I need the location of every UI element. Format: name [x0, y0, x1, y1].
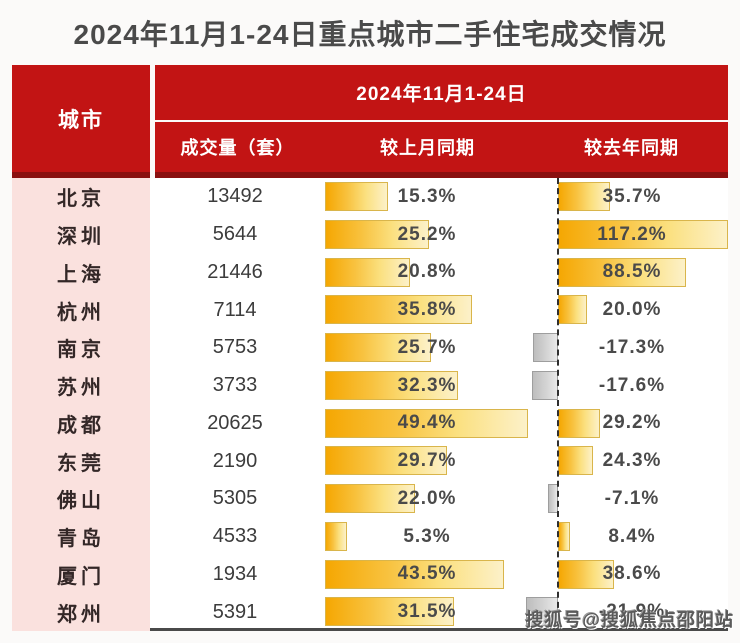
mom-percent-label: 32.3%	[397, 374, 457, 396]
city-cell: 上海	[12, 253, 150, 292]
yoy-bar	[558, 559, 614, 589]
mom-percent-label: 31.5%	[397, 601, 457, 623]
table-row: 佛山 5305 22.0% -7.1%	[12, 480, 728, 518]
table-row: 杭州 7114 35.8% 20.0%	[12, 291, 728, 329]
period-header: 2024年11月1-24日	[155, 65, 728, 120]
table-header: 城市 2024年11月1-24日 成交量（套） 较上月同期 较去年同期	[12, 65, 728, 178]
mom-bar	[325, 521, 347, 551]
mom-percent-label: 25.7%	[397, 336, 457, 358]
mom-bar	[325, 257, 411, 287]
mom-bar	[325, 333, 431, 362]
mom-percent-label: 49.4%	[397, 412, 457, 434]
column-header-mom: 较上月同期	[380, 138, 475, 158]
mom-bar	[325, 597, 455, 627]
column-header-city: 城市	[12, 65, 150, 178]
volume-cell: 1934	[212, 562, 258, 585]
volume-cell: 5391	[212, 600, 258, 623]
table-row: 郑州 5391 31.5% -21.9%	[12, 593, 728, 631]
table-row: 北京 13492 15.3% 35.7%	[12, 178, 728, 216]
mom-bar	[325, 446, 448, 476]
table-row: 深圳 5644 25.2% 117.2%	[12, 215, 728, 254]
volume-cell: 21446	[207, 260, 263, 283]
yoy-percent-label: 38.6%	[602, 563, 662, 585]
table-row: 成都 20625 49.4% 29.2%	[12, 404, 728, 443]
volume-cell: 5753	[212, 336, 258, 359]
table-row: 厦门 1934 43.5% 38.6%	[12, 555, 728, 594]
yoy-bar	[558, 408, 601, 438]
volume-cell: 7114	[213, 298, 257, 321]
city-cell: 郑州	[12, 593, 150, 631]
yoy-percent-label: 8.4%	[608, 525, 656, 547]
watermark: 搜狐号@搜狐焦点邵阳站	[525, 610, 734, 630]
city-cell: 杭州	[12, 291, 150, 329]
yoy-percent-label: -7.1%	[604, 487, 660, 509]
yoy-percent-label: 35.7%	[602, 185, 662, 207]
city-cell: 佛山	[12, 480, 150, 518]
sub-header-row: 成交量（套） 较上月同期 较去年同期	[155, 122, 728, 178]
mom-bar	[325, 182, 388, 211]
mom-percent-label: 43.5%	[397, 563, 457, 585]
yoy-percent-label: -21.9%	[598, 601, 666, 623]
yoy-bar	[558, 219, 728, 249]
volume-cell: 13492	[207, 185, 263, 208]
yoy-percent-label: 24.3%	[602, 450, 662, 472]
page-title: 2024年11月1-24日重点城市二手住宅成交情况	[73, 19, 667, 50]
mom-percent-label: 5.3%	[403, 525, 451, 547]
city-cell: 北京	[12, 178, 150, 216]
yoy-percent-label: 20.0%	[602, 299, 662, 321]
table-row: 青岛 4533 5.3% 8.4%	[12, 517, 728, 556]
yoy-bar	[526, 597, 558, 627]
volume-cell: 5644	[212, 223, 258, 246]
yoy-percent-label: 29.2%	[602, 412, 662, 434]
mom-percent-label: 20.8%	[397, 261, 457, 283]
volume-cell: 5305	[212, 487, 258, 510]
city-cell: 南京	[12, 329, 150, 367]
city-cell: 苏州	[12, 366, 150, 405]
city-cell: 青岛	[12, 517, 150, 556]
mom-percent-label: 25.2%	[397, 223, 457, 245]
yoy-bar	[532, 370, 558, 400]
city-cell: 深圳	[12, 215, 150, 254]
yoy-bar	[532, 333, 558, 362]
volume-cell: 20625	[207, 411, 263, 434]
header-right-block: 2024年11月1-24日 成交量（套） 较上月同期 较去年同期	[155, 65, 728, 178]
volume-cell: 3733	[212, 374, 258, 397]
mom-bar	[325, 559, 504, 589]
mom-percent-label: 15.3%	[397, 185, 457, 207]
mom-bar	[325, 484, 416, 513]
yoy-bar	[558, 295, 587, 325]
table-body: 北京 13492 15.3% 35.7% 深圳 5644 25.2% 117.2…	[12, 178, 728, 631]
table-row: 东莞 2190 29.7% 24.3%	[12, 442, 728, 480]
yoy-percent-label: -17.3%	[598, 336, 666, 358]
column-header-volume: 成交量（套）	[180, 138, 295, 158]
city-cell: 厦门	[12, 555, 150, 594]
mom-bar	[325, 219, 429, 249]
city-cell: 成都	[12, 404, 150, 443]
table-row: 上海 21446 20.8% 88.5%	[12, 253, 728, 292]
yoy-zero-axis-line	[557, 178, 559, 628]
column-header-yoy: 较去年同期	[584, 138, 679, 158]
yoy-percent-label: 88.5%	[602, 261, 662, 283]
yoy-bar	[558, 257, 687, 287]
mom-percent-label: 35.8%	[397, 299, 457, 321]
mom-bar	[325, 295, 473, 325]
table-row: 苏州 3733 32.3% -17.6%	[12, 366, 728, 405]
mom-percent-label: 22.0%	[397, 487, 457, 509]
mom-bar	[325, 370, 458, 400]
yoy-percent-label: 117.2%	[597, 223, 667, 245]
city-cell: 东莞	[12, 442, 150, 480]
volume-cell: 4533	[212, 525, 258, 548]
yoy-percent-label: -17.6%	[598, 374, 666, 396]
volume-cell: 2190	[212, 449, 258, 472]
mom-percent-label: 29.7%	[397, 450, 457, 472]
table-row: 南京 5753 25.7% -17.3%	[12, 329, 728, 367]
mom-bar	[325, 408, 529, 438]
